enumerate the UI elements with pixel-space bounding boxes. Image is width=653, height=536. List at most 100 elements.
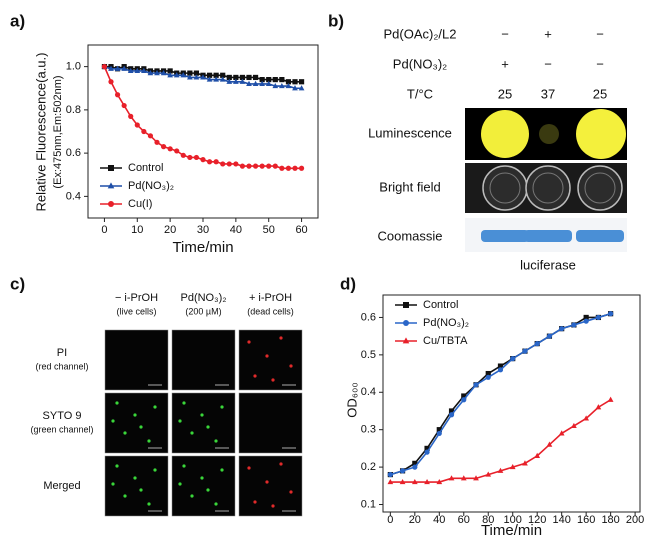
figure: a) b) c) d) 01020304050600.40.60.81.0Tim… — [0, 0, 653, 536]
marker — [510, 356, 515, 361]
cell-dot — [147, 502, 150, 505]
y-tick-label: 0.4 — [66, 190, 81, 202]
legend-label: Control — [423, 299, 458, 311]
marker — [233, 161, 238, 166]
marker — [400, 468, 405, 473]
y-axis-title: Relative Fluorescence(a.u.) — [33, 53, 48, 212]
marker — [246, 164, 251, 169]
y-tick-label: 0.2 — [361, 461, 376, 473]
legend-label: Cu(I) — [128, 198, 152, 210]
legend-label: Pd(NO₃)₂ — [128, 180, 174, 192]
cell-dot — [178, 419, 181, 422]
x-tick-label: 40 — [230, 224, 242, 236]
panel-label: d) — [340, 274, 356, 293]
cell-dot — [178, 482, 181, 485]
marker — [596, 315, 601, 320]
cell-dot — [214, 502, 217, 505]
micrograph — [172, 393, 235, 453]
marker — [128, 114, 133, 119]
series-line — [104, 67, 301, 169]
y-axis-title: (Ex:475nm,Em:502nm) — [52, 75, 64, 188]
cell-dot — [133, 413, 136, 416]
column-header: − i-PrOH — [115, 292, 158, 304]
x-tick-label: 0 — [101, 224, 107, 236]
cell-dot — [182, 401, 185, 404]
cell-dot — [139, 488, 142, 491]
cell-dot — [265, 354, 268, 357]
y-tick-label: 0.8 — [66, 104, 81, 116]
marker — [246, 75, 251, 80]
x-axis-title: Time/min — [172, 239, 233, 256]
legend-label: Pd(NO₃)₂ — [423, 317, 469, 329]
marker — [115, 92, 120, 97]
marker — [412, 465, 417, 470]
row-label: Coomassie — [377, 228, 442, 243]
marker — [608, 311, 613, 316]
marker — [273, 164, 278, 169]
marker — [584, 319, 589, 324]
cell-dot — [271, 378, 274, 381]
marker — [108, 79, 113, 84]
marker — [279, 77, 284, 82]
micrograph — [239, 393, 302, 453]
y-tick-label: 0.3 — [361, 424, 376, 436]
marker — [571, 322, 576, 327]
well-glow — [576, 109, 626, 159]
condition-cell: − — [501, 26, 509, 41]
marker — [168, 146, 173, 151]
column-note: (dead cells) — [247, 306, 294, 316]
marker — [292, 79, 297, 84]
condition-label: Pd(NO₃)₂ — [393, 56, 447, 71]
marker — [161, 144, 166, 149]
marker — [174, 148, 179, 153]
marker — [299, 79, 304, 84]
x-tick-label: 60 — [295, 224, 307, 236]
row-label: PI — [57, 347, 67, 359]
marker — [253, 164, 258, 169]
marker — [227, 161, 232, 166]
condition-label: Pd(OAc)₂/L2 — [384, 26, 457, 41]
x-tick-label: 40 — [433, 514, 445, 526]
x-tick-label: 60 — [458, 514, 470, 526]
column-header: + i-PrOH — [249, 292, 292, 304]
marker — [498, 367, 503, 372]
marker — [240, 164, 245, 169]
condition-cell: + — [501, 56, 509, 71]
panel-label: a) — [10, 11, 25, 30]
marker — [299, 166, 304, 171]
cell-dot — [247, 340, 250, 343]
cell-dot — [265, 480, 268, 483]
row-label: SYTO 9 — [43, 410, 82, 422]
y-tick-label: 0.5 — [361, 349, 376, 361]
column-note: (200 µM) — [185, 306, 221, 316]
row-label: Merged — [43, 480, 80, 492]
row-note: (green channel) — [30, 424, 93, 434]
marker — [187, 155, 192, 160]
plot-frame — [383, 295, 640, 512]
marker — [424, 450, 429, 455]
cell-dot — [200, 413, 203, 416]
marker — [608, 397, 614, 402]
micrograph — [172, 456, 235, 516]
cell-dot — [253, 374, 256, 377]
well-glow — [481, 110, 529, 158]
micrograph — [105, 393, 168, 453]
x-tick-label: 0 — [387, 514, 393, 526]
x-tick-label: 160 — [577, 514, 595, 526]
marker — [266, 164, 271, 169]
cell-dot — [247, 466, 250, 469]
marker — [220, 161, 225, 166]
cell-dot — [147, 439, 150, 442]
marker — [559, 326, 564, 331]
cell-dot — [289, 364, 292, 367]
cell-dot — [111, 419, 114, 422]
legend-marker — [108, 165, 114, 171]
x-tick-label: 30 — [197, 224, 209, 236]
cell-dot — [220, 405, 223, 408]
well-glow — [539, 124, 559, 144]
x-tick-label: 180 — [601, 514, 619, 526]
x-tick-label: 50 — [263, 224, 275, 236]
marker — [207, 159, 212, 164]
legend-label: Control — [128, 162, 163, 174]
legend-marker — [403, 302, 409, 308]
